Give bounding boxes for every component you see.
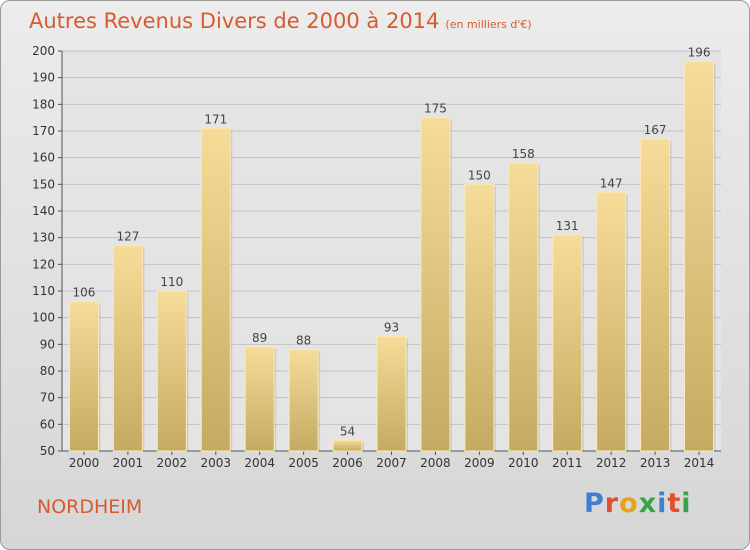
data-label: 110 bbox=[160, 275, 183, 289]
y-tick-label: 50 bbox=[40, 444, 55, 458]
logo-letter: i bbox=[681, 488, 692, 519]
data-label: 127 bbox=[116, 230, 139, 244]
bar-2011 bbox=[552, 234, 583, 452]
data-label: 89 bbox=[252, 331, 267, 345]
data-label: 106 bbox=[73, 286, 96, 300]
bar-2010 bbox=[508, 162, 539, 452]
logo-letter: r bbox=[604, 488, 620, 519]
y-tick-label: 200 bbox=[32, 44, 55, 58]
data-label: 54 bbox=[340, 424, 355, 438]
bar-2007 bbox=[376, 335, 407, 452]
bar-2005 bbox=[288, 349, 319, 452]
bar-2002 bbox=[156, 290, 187, 452]
commune-name: NORDHEIM bbox=[37, 496, 143, 518]
x-tick-label: 2012 bbox=[596, 456, 627, 470]
bar-2004 bbox=[244, 346, 275, 452]
proxiti-logo[interactable]: Proxiti bbox=[584, 488, 692, 519]
data-label: 167 bbox=[644, 123, 667, 137]
data-label: 150 bbox=[468, 168, 491, 182]
x-tick-label: 2001 bbox=[113, 456, 144, 470]
bar-2008 bbox=[420, 117, 451, 452]
x-tick-label: 2008 bbox=[420, 456, 451, 470]
x-tick-label: 2013 bbox=[640, 456, 671, 470]
y-tick-label: 140 bbox=[32, 204, 55, 218]
y-tick-label: 80 bbox=[40, 364, 55, 378]
x-tick-label: 2009 bbox=[464, 456, 495, 470]
y-tick-label: 170 bbox=[32, 124, 55, 138]
data-label: 175 bbox=[424, 102, 447, 116]
x-tick-label: 2004 bbox=[244, 456, 275, 470]
x-tick-label: 2014 bbox=[684, 456, 715, 470]
x-tick-label: 2002 bbox=[157, 456, 188, 470]
logo-letter: x bbox=[638, 488, 658, 519]
data-label: 196 bbox=[688, 46, 711, 60]
x-tick-label: 2000 bbox=[69, 456, 100, 470]
bar-2013 bbox=[640, 138, 671, 452]
bar-2003 bbox=[200, 127, 231, 452]
y-tick-label: 100 bbox=[32, 311, 55, 325]
y-tick-label: 190 bbox=[32, 71, 55, 85]
chart-title: Autres Revenus Divers de 2000 à 2014 (en … bbox=[29, 9, 532, 33]
x-tick-label: 2003 bbox=[200, 456, 231, 470]
x-tick-label: 2010 bbox=[508, 456, 539, 470]
x-tick-label: 2011 bbox=[552, 456, 583, 470]
data-label: 88 bbox=[296, 334, 311, 348]
bar-2001 bbox=[112, 245, 143, 452]
x-tick-label: 2005 bbox=[288, 456, 319, 470]
bar-2014 bbox=[684, 61, 715, 452]
title-text: Autres Revenus Divers de 2000 à 2014 bbox=[29, 9, 440, 33]
logo-letter: t bbox=[667, 488, 682, 519]
logo-letter: P bbox=[584, 488, 605, 519]
y-tick-label: 180 bbox=[32, 97, 55, 111]
y-tick-label: 70 bbox=[40, 391, 55, 405]
y-tick-label: 90 bbox=[40, 337, 55, 351]
y-tick-label: 60 bbox=[40, 417, 55, 431]
x-tick-label: 2007 bbox=[376, 456, 407, 470]
bar-2012 bbox=[596, 191, 627, 452]
bars bbox=[68, 61, 716, 452]
bar-2009 bbox=[464, 183, 495, 452]
y-tick-label: 120 bbox=[32, 257, 55, 271]
data-label: 93 bbox=[384, 320, 399, 334]
logo-letter: i bbox=[657, 488, 668, 519]
x-tick-label: 2006 bbox=[332, 456, 363, 470]
y-tick-label: 150 bbox=[32, 177, 55, 191]
labels: 50 60 70 80 90 100 110 120 130 140 150 160 170 180 190… bbox=[32, 44, 714, 470]
bar-2006 bbox=[332, 439, 363, 452]
bar-2000 bbox=[68, 301, 99, 452]
y-tick-label: 160 bbox=[32, 151, 55, 165]
y-tick-label: 130 bbox=[32, 231, 55, 245]
y-tick-label: 110 bbox=[32, 284, 55, 298]
logo-letter: o bbox=[619, 488, 639, 519]
data-label: 147 bbox=[600, 176, 623, 190]
data-label: 171 bbox=[204, 112, 227, 126]
data-label: 131 bbox=[556, 219, 579, 233]
chart-subtitle: (en milliers d'€) bbox=[445, 18, 532, 31]
data-label: 158 bbox=[512, 147, 535, 161]
